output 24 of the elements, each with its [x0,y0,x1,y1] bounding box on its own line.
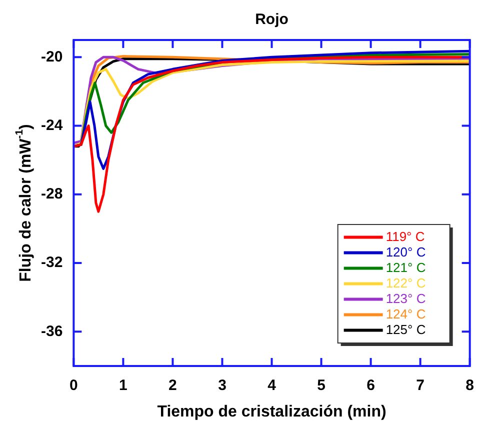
y-tick-label: -36 [40,322,63,340]
x-tick-label: 1 [119,377,128,394]
legend-label: 125° C [386,322,426,337]
y-tick-label: -24 [40,116,64,134]
x-tick-label: 8 [466,377,474,394]
y-axis-title: Flujo de calor (mW-1) [14,124,34,282]
legend-label: 121° C [386,260,426,275]
legend-label: 119° C [386,228,425,244]
y-tick-label: -28 [40,186,63,203]
legend-label: 123° C [386,290,426,306]
y-tick-label: -32 [40,254,63,272]
y-tick-label: -20 [40,48,63,66]
x-tick-label: 0 [70,377,78,394]
legend-label: 122° C [386,275,426,290]
chart-title: Rojo [255,11,288,28]
x-tick-label: 6 [366,377,375,394]
x-tick-label: 3 [218,377,226,394]
x-axis-title: Tiempo de cristalización (min) [157,403,386,420]
legend-label: 120° C [386,244,426,260]
x-tick-label: 4 [268,377,277,394]
x-tick-label: 5 [317,377,326,394]
legend-label: 124° C [386,306,426,322]
x-tick-label: 2 [168,377,177,394]
x-tick-label: 7 [416,377,424,394]
